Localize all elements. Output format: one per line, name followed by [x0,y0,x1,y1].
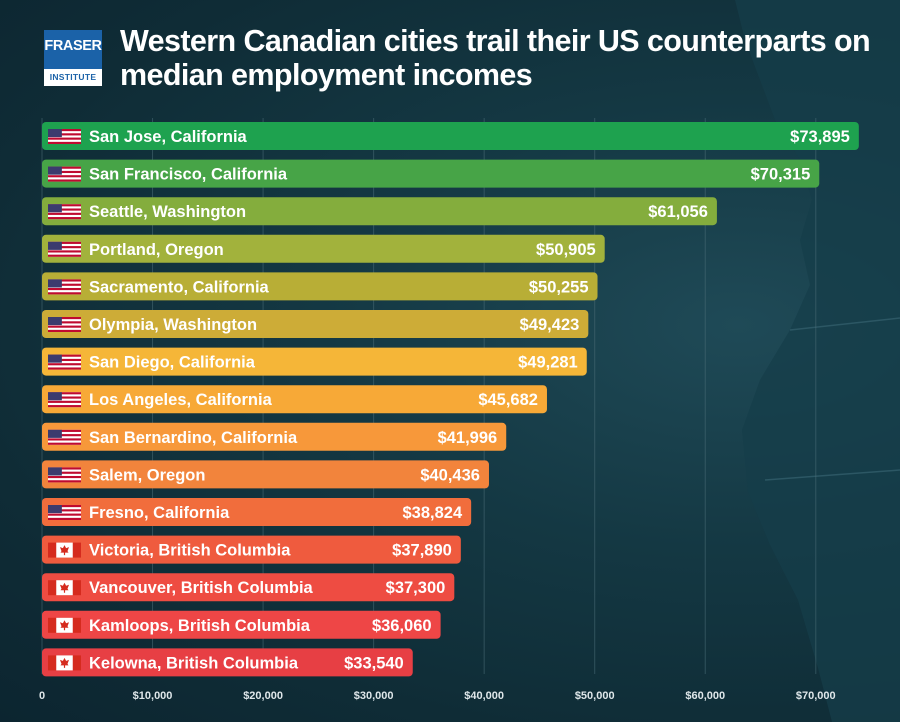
city-label: San Francisco, California [89,166,288,184]
bar-row: Seattle, Washington $61,056 [42,197,717,226]
bar-row: Olympia, Washington $49,423 [42,310,589,338]
canada-flag-icon [48,542,81,558]
bar [42,573,455,602]
bars: San Jose, California $73,895 San Francisco… [42,122,859,677]
fraser-institute-logo[interactable]: FRASER INSTITUTE [44,30,102,86]
value-label: $36,060 [372,617,432,635]
value-label: $38,824 [403,504,463,522]
bar [42,385,547,414]
bar [42,460,489,489]
bar-row: Los Angeles, California $45,682 [42,385,547,414]
value-label: $61,056 [648,203,708,221]
chart-title: Western Canadian cities trail their US c… [120,24,871,92]
border-line [789,317,900,331]
x-tick-label: $50,000 [575,690,615,702]
city-label: Los Angeles, California [89,391,273,409]
value-label: $50,905 [536,241,596,259]
us-flag-icon [48,279,81,295]
bar [42,234,605,263]
value-label: $45,682 [478,391,538,409]
bar-row: San Diego, California $49,281 [42,347,587,376]
border-line [764,469,900,481]
us-flag-icon [48,204,81,220]
city-label: Kelowna, British Columbia [89,654,299,672]
bar-row: Fresno, California $38,824 [42,498,472,526]
bar [42,310,589,338]
x-tick-label: 0 [39,690,45,702]
x-tick-label: $10,000 [133,690,173,702]
logo-subtext: INSTITUTE [44,69,102,86]
x-axis: 0 $10,000 $20,000 $30,000 $40,000 $50,000 $60,… [39,690,836,702]
us-flag-icon [48,317,81,332]
canada-flag-icon [48,655,81,671]
bar [42,122,859,150]
bar-row: San Francisco, California $70,315 [42,159,820,188]
bar [42,197,717,226]
value-label: $41,996 [438,429,498,447]
x-tick-label: $70,000 [796,690,836,702]
city-label: Kamloops, British Columbia [89,617,311,635]
value-label: $73,895 [790,128,850,146]
city-label: San Diego, California [89,354,256,372]
bar-row: Kelowna, British Columbia $33,540 [42,648,413,677]
us-flag-icon [48,467,81,483]
us-flag-icon [48,129,81,144]
city-label: Olympia, Washington [89,316,257,334]
value-label: $50,255 [529,278,589,296]
city-label: San Bernardino, California [89,429,298,447]
bar-row: San Bernardino, California $41,996 [42,422,507,451]
us-flag-icon [48,166,81,182]
city-label: Sacramento, California [89,278,270,296]
us-flag-icon [48,429,81,445]
x-tick-label: $20,000 [243,690,283,702]
bar-row: San Jose, California $73,895 [42,122,859,150]
bar [42,535,461,564]
us-flag-icon [48,241,81,257]
logo-text: FRASER [44,38,102,54]
x-tick-label: $40,000 [464,690,504,702]
bar [42,422,507,451]
bar [42,272,598,301]
bar [42,610,441,639]
bar [42,347,587,376]
city-label: Seattle, Washington [89,203,246,221]
bar [42,498,472,526]
x-tick-label: $30,000 [354,690,394,702]
bar [42,159,820,188]
bar-row: Portland, Oregon $50,905 [42,234,605,263]
canada-flag-icon [48,580,81,596]
bar-row: Kamloops, British Columbia $36,060 [42,610,441,639]
bar-row: Sacramento, California $50,255 [42,272,598,301]
city-label: San Jose, California [89,128,248,146]
city-label: Victoria, British Columbia [89,542,291,560]
us-flag-icon [48,354,81,370]
bar-row: Victoria, British Columbia $37,890 [42,535,461,564]
city-label: Salem, Oregon [89,466,205,484]
value-label: $49,423 [520,316,580,334]
value-label: $33,540 [344,654,404,672]
value-label: $49,281 [518,354,578,372]
x-tick-label: $60,000 [685,690,725,702]
value-label: $37,890 [392,542,452,560]
city-label: Fresno, California [89,504,230,522]
bar-row: Salem, Oregon $40,436 [42,460,489,489]
bar [42,648,413,677]
us-flag-icon [48,392,81,408]
canada-flag-icon [48,617,81,633]
value-label: $37,300 [386,579,446,597]
coastline-landmass [735,0,900,722]
value-label: $70,315 [751,166,811,184]
value-label: $40,436 [420,466,480,484]
city-label: Portland, Oregon [89,241,224,259]
us-flag-icon [48,505,81,520]
bar-row: Vancouver, British Columbia $37,300 [42,573,455,602]
city-label: Vancouver, British Columbia [89,579,314,597]
